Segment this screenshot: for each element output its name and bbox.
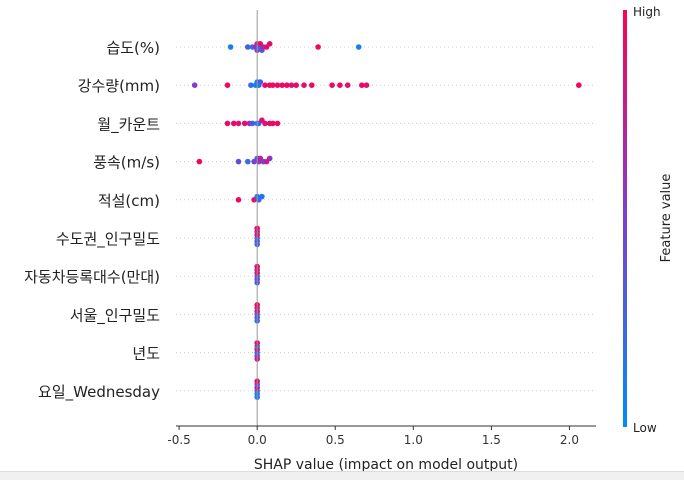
shap-point xyxy=(196,158,203,165)
shap-point xyxy=(355,44,362,50)
shap-point xyxy=(274,120,281,127)
shap-point xyxy=(262,120,268,127)
x-axis-label: SHAP value (impact on model output) xyxy=(254,457,518,472)
shap-point xyxy=(235,120,242,127)
shap-point xyxy=(248,82,254,88)
shap-point xyxy=(262,82,268,88)
shap-point xyxy=(224,120,231,127)
shap-point xyxy=(245,158,251,165)
shap-point xyxy=(344,82,351,88)
shap-points xyxy=(191,41,582,401)
shap-point xyxy=(257,79,264,85)
shap-point xyxy=(576,82,582,88)
feature-label: 풍속(m/s) xyxy=(93,154,160,172)
shap-point xyxy=(266,155,273,162)
colorbar-low-label: Low xyxy=(633,421,657,435)
window-bottom-strip xyxy=(0,471,684,480)
shap-point xyxy=(315,44,321,50)
shap-point xyxy=(224,82,231,88)
x-tick-label: 0.5 xyxy=(326,433,345,447)
shap-point xyxy=(359,82,365,88)
x-tick-label: -0.5 xyxy=(167,433,190,447)
feature-label: 강수량(mm) xyxy=(78,77,160,95)
shap-point xyxy=(279,82,286,88)
shap-point xyxy=(270,82,276,88)
feature-label: 자동차등록대수(만대) xyxy=(24,268,160,286)
shap-point xyxy=(309,82,315,88)
feature-label: 습도(%) xyxy=(106,39,160,57)
x-tick-label: 1.0 xyxy=(404,433,423,447)
colorbar-title: Feature value xyxy=(659,174,674,263)
shap-point xyxy=(191,82,198,88)
x-tick-label: 0.0 xyxy=(248,433,267,447)
feature-label: 수도권_인구밀도 xyxy=(56,230,160,249)
colorbar-high-label: High xyxy=(633,5,661,19)
x-tick-label: 2.0 xyxy=(560,433,579,447)
shap-point xyxy=(227,44,234,50)
shap-point xyxy=(241,120,248,127)
feature-label: 적설(cm) xyxy=(98,192,160,210)
shap-point xyxy=(245,44,251,50)
shap-point xyxy=(301,82,307,88)
shap-point xyxy=(231,120,237,127)
shap-point xyxy=(266,41,273,47)
shap-point xyxy=(293,82,300,88)
shap-point xyxy=(259,193,265,200)
feature-label: 년도 xyxy=(132,345,160,363)
shap-point xyxy=(288,82,295,88)
shap-point xyxy=(337,82,343,88)
shap-point xyxy=(284,82,290,88)
feature-label: 요일_Wednesday xyxy=(38,383,160,402)
shap-point xyxy=(329,82,335,88)
colorbar xyxy=(623,10,627,427)
feature-label: 월_카운트 xyxy=(97,115,160,134)
shap-point xyxy=(249,120,256,127)
x-axis-ticks: -0.5 0.0 0.5 1.0 1.5 2.0 xyxy=(167,426,579,447)
shap-point xyxy=(270,120,276,127)
feature-label: 서울_인구밀도 xyxy=(70,306,161,325)
shap-point xyxy=(274,82,281,88)
shap-point xyxy=(235,197,242,203)
shap-point xyxy=(235,158,242,165)
x-tick-label: 1.5 xyxy=(482,433,501,447)
shap-point xyxy=(363,82,370,88)
